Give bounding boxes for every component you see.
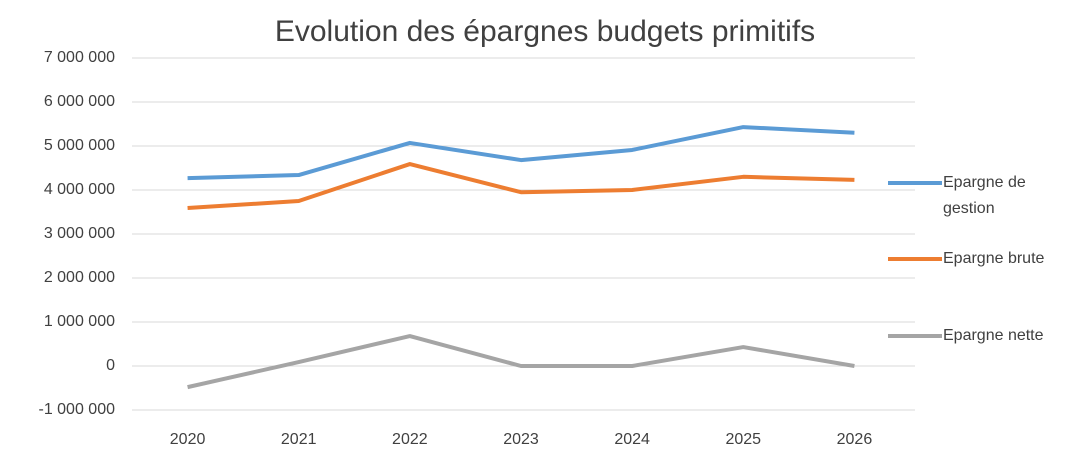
y-tick-label: -1 000 000 <box>38 401 115 418</box>
legend-label: Epargne nette <box>943 327 1044 344</box>
x-tick-label: 2026 <box>837 431 873 448</box>
x-tick-label: 2024 <box>614 431 650 448</box>
y-tick-label: 7 000 000 <box>44 49 115 66</box>
legend-label: Epargne de gestion <box>943 174 1026 217</box>
legend-label: Epargne brute <box>943 250 1045 267</box>
chart-title: Evolution des épargnes budgets primitifs <box>275 15 815 48</box>
series-line <box>187 162 855 211</box>
y-tick-label: 3 000 000 <box>44 225 115 242</box>
y-tick-label: 5 000 000 <box>44 137 115 154</box>
series-line <box>187 125 855 181</box>
x-tick-label: 2022 <box>392 431 428 448</box>
y-tick-label: 0 <box>106 357 115 374</box>
x-tick-label: 2023 <box>503 431 539 448</box>
y-tick-label: 2 000 000 <box>44 269 115 286</box>
series-line <box>187 334 855 390</box>
x-tick-label: 2021 <box>281 431 317 448</box>
y-tick-label: 6 000 000 <box>44 93 115 110</box>
y-tick-label: 1 000 000 <box>44 313 115 330</box>
y-tick-label: 4 000 000 <box>44 181 115 198</box>
x-tick-label: 2020 <box>170 431 206 448</box>
x-tick-label: 2025 <box>725 431 761 448</box>
